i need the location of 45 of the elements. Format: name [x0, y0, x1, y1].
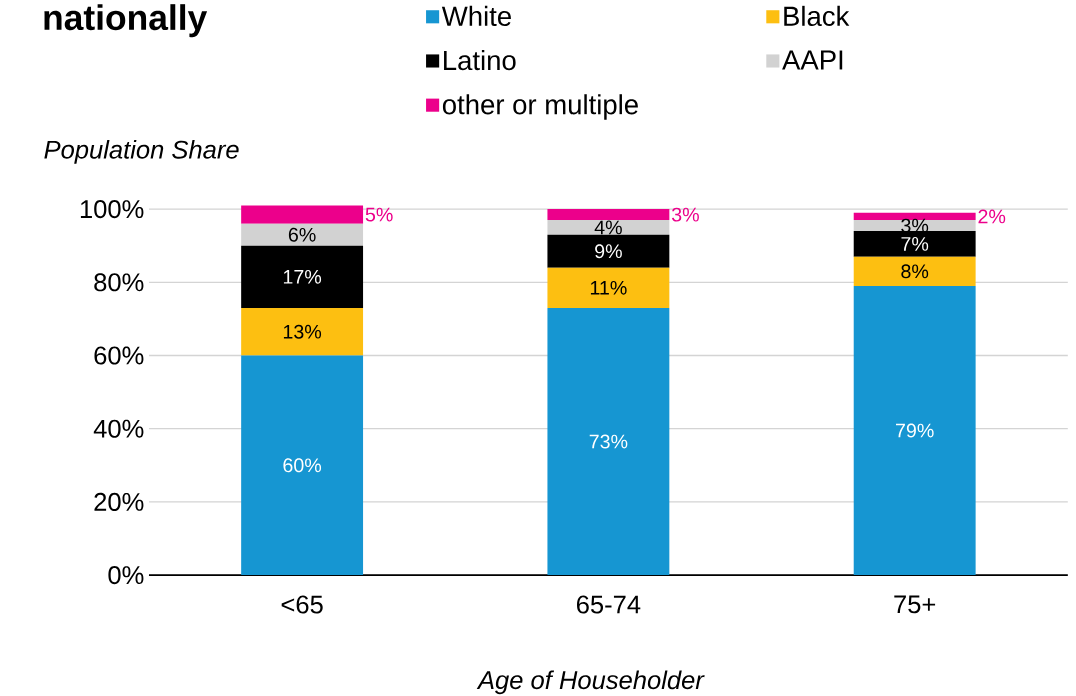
data-label: 9% [595, 244, 622, 259]
bar [853, 285, 976, 576]
data-label: 73% [589, 434, 628, 449]
data-label: 5% [365, 207, 393, 222]
bar [547, 267, 670, 308]
y-tick-label: 0% [108, 566, 144, 585]
bar [241, 307, 364, 356]
legend-label: Latino [444, 50, 516, 71]
x-tick-label: <65 [281, 595, 323, 614]
legend-label: AAPI [782, 50, 843, 70]
data-label: 6% [288, 227, 316, 242]
y-tick-label: 100% [80, 200, 144, 219]
data-label: 79% [896, 423, 934, 438]
y-tick-label: 20% [94, 492, 144, 511]
chart-title: nationally [44, 4, 208, 38]
legend-label: Black [784, 5, 850, 27]
data-label: 8% [901, 264, 929, 279]
y-tick-label: 60% [94, 346, 144, 365]
data-label: 4% [594, 220, 622, 235]
legend-label: other or multiple [442, 94, 638, 120]
data-label: 2% [978, 209, 1006, 224]
y-tick-label: 80% [94, 273, 144, 292]
data-label: 13% [283, 324, 322, 339]
data-label: 17% [283, 269, 322, 284]
bar [241, 205, 364, 224]
legend-label: White [441, 5, 511, 27]
y-axis-title: Population Share [44, 139, 239, 164]
x-tick-label: 75+ [894, 595, 936, 614]
bar [547, 234, 670, 268]
data-label: 3% [671, 207, 699, 222]
x-axis-title: Age of Householder [476, 670, 705, 695]
bar [547, 307, 670, 576]
bar [241, 245, 364, 308]
data-label: 60% [283, 458, 322, 473]
x-tick-label: 65-74 [577, 595, 641, 614]
data-label: 7% [901, 237, 929, 251]
bar [547, 220, 670, 235]
bar [853, 231, 976, 257]
data-label: 11% [590, 280, 627, 295]
y-tick-label: 40% [93, 419, 144, 438]
bar [547, 209, 670, 221]
bar [853, 256, 976, 286]
bar [241, 355, 364, 576]
bar [853, 220, 976, 232]
bar [241, 223, 364, 246]
